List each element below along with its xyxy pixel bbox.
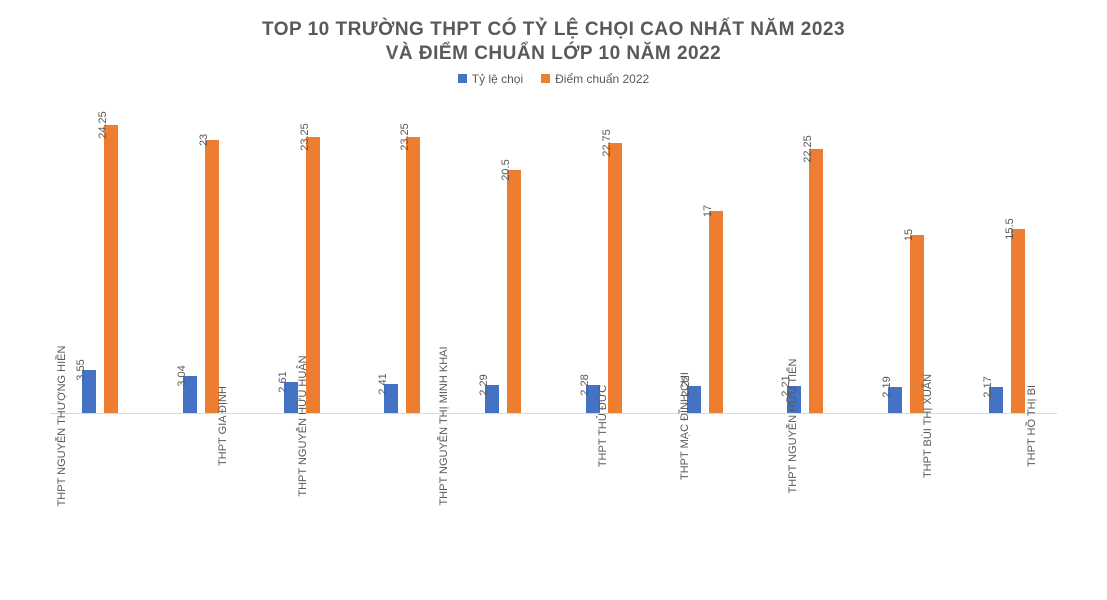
bar-value-label: 22.75 (601, 129, 615, 157)
x-label-text: THPT NGUYỄN THƯỢNG HIỀN (56, 345, 68, 506)
legend-label-score: Điểm chuẩn 2022 (555, 72, 649, 86)
bar-value-label: 22.25 (802, 135, 816, 163)
plot-area: 3.55 24.25 3.04 23 2.61 23.25 2.41 23.25 2.29 20.… (50, 94, 1057, 414)
x-label: THPT NGUYỄN HỮU TIẾN (781, 426, 916, 438)
legend-swatch-ratio (458, 74, 467, 83)
x-label: THPT NGUYỄN THƯỢNG HIỀN (50, 426, 211, 438)
bar-group: 2.28 22.75 (554, 94, 655, 413)
chart-title: TOP 10 TRƯỜNG THPT CÓ TỶ LỆ CHỌI CAO NHẤ… (20, 18, 1087, 66)
x-label: THPT HỒ THỊ BI (1020, 426, 1102, 438)
bar-value-label: 3.04 (176, 366, 190, 387)
bar-group: 2.2217 (654, 94, 755, 413)
chart-title-line1: TOP 10 TRƯỜNG THPT CÓ TỶ LỆ CHỌI CAO NHẤ… (20, 18, 1087, 42)
x-label-text: THPT MẠC ĐĨNH CHI (679, 372, 691, 480)
bar-value-label: 23 (198, 134, 212, 146)
bar-ratio: 2.61 (284, 382, 298, 413)
bar-value-label: 20.5 (500, 159, 514, 180)
x-label-text: THPT THỦ ĐỨC (597, 384, 609, 466)
bar-score: 20.5 (507, 170, 521, 413)
x-label: THPT NGUYỄN THỊ MINH KHAI (432, 426, 591, 438)
bar-group: 2.19 15 (856, 94, 957, 413)
bar-value-label: 23.25 (399, 123, 413, 151)
bar-ratio: 2.19 (888, 387, 902, 413)
legend-item-score: Điểm chuẩn 2022 (541, 72, 649, 86)
bar-ratio: 2.17 (989, 387, 1003, 413)
x-label: THPT NGUYỄN HỮU HUÂN (291, 426, 432, 438)
x-label-text: THPT BÙI THỊ XUÂN (922, 373, 934, 477)
bar-value-label: 23.25 (299, 123, 313, 151)
bar-value-label: 2.61 (277, 371, 291, 392)
bar-ratio: 2.29 (485, 385, 499, 412)
legend: Tỷ lệ chọi Điểm chuẩn 2022 (20, 72, 1087, 86)
x-label: THPT PHẠM VĂN SÁNG (1102, 426, 1107, 438)
x-label-text: THPT NGUYỄN THỊ MINH KHAI (438, 346, 450, 505)
x-label-text: THPT NGUYỄN HỮU HUÂN (297, 355, 309, 496)
x-label: THPT THỦ ĐỨC (591, 426, 673, 438)
x-label: THPT BÙI THỊ XUÂN (916, 426, 1020, 438)
x-label: THPT MẠC ĐĨNH CHI (673, 426, 781, 438)
bar-value-label: 2.29 (478, 375, 492, 396)
bar-group: 2.17 15.5 (956, 94, 1057, 413)
bar-group: 3.04 23 (151, 94, 252, 413)
bar-group: 2.29 20.5 (453, 94, 554, 413)
bar-ratio: 3.04 (183, 376, 197, 412)
bar-score: 23 (205, 140, 219, 413)
legend-label-ratio: Tỷ lệ chọi (472, 72, 523, 86)
x-label-text: THPT NGUYỄN HỮU TIẾN (787, 358, 799, 493)
chart-container: TOP 10 TRƯỜNG THPT CÓ TỶ LỆ CHỌI CAO NHẤ… (0, 0, 1107, 600)
bar-ratio: 3.55 (82, 370, 96, 412)
legend-swatch-score (541, 74, 550, 83)
bar-score: 15.5 (1011, 229, 1025, 413)
bar-value-label: 2.41 (377, 373, 391, 394)
bar-score: 23.25 (406, 137, 420, 413)
bar-value-label: 2.28 (579, 375, 593, 396)
bar-value-label: 15 (903, 229, 917, 241)
bar-group: 2.2122.25 (755, 94, 856, 413)
legend-item-ratio: Tỷ lệ chọi (458, 72, 523, 86)
bar-score: 24.25 (104, 125, 118, 412)
bar-value-label: 3.55 (75, 360, 89, 381)
bar-value-label: 2.19 (881, 376, 895, 397)
bar-score: 17 (709, 211, 723, 412)
x-axis-labels: THPT NGUYỄN THƯỢNG HIỀNTHPT GIA ĐỊNHTHPT… (50, 426, 1057, 438)
x-label: THPT GIA ĐỊNH (211, 426, 291, 438)
bar-value-label: 24.25 (97, 111, 111, 139)
x-label-text: THPT HỒ THỊ BI (1026, 384, 1038, 466)
bar-value-label: 17 (702, 205, 716, 217)
chart-title-line2: VÀ ĐIỂM CHUẨN LỚP 10 NĂM 2022 (20, 42, 1087, 66)
bar-score: 22.75 (608, 143, 622, 413)
bar-score: 22.25 (809, 149, 823, 413)
bar-value-label: 2.17 (982, 376, 996, 397)
x-label-text: THPT GIA ĐỊNH (217, 386, 229, 466)
bar-ratio: 2.41 (384, 384, 398, 413)
bar-value-label: 15.5 (1004, 218, 1018, 239)
